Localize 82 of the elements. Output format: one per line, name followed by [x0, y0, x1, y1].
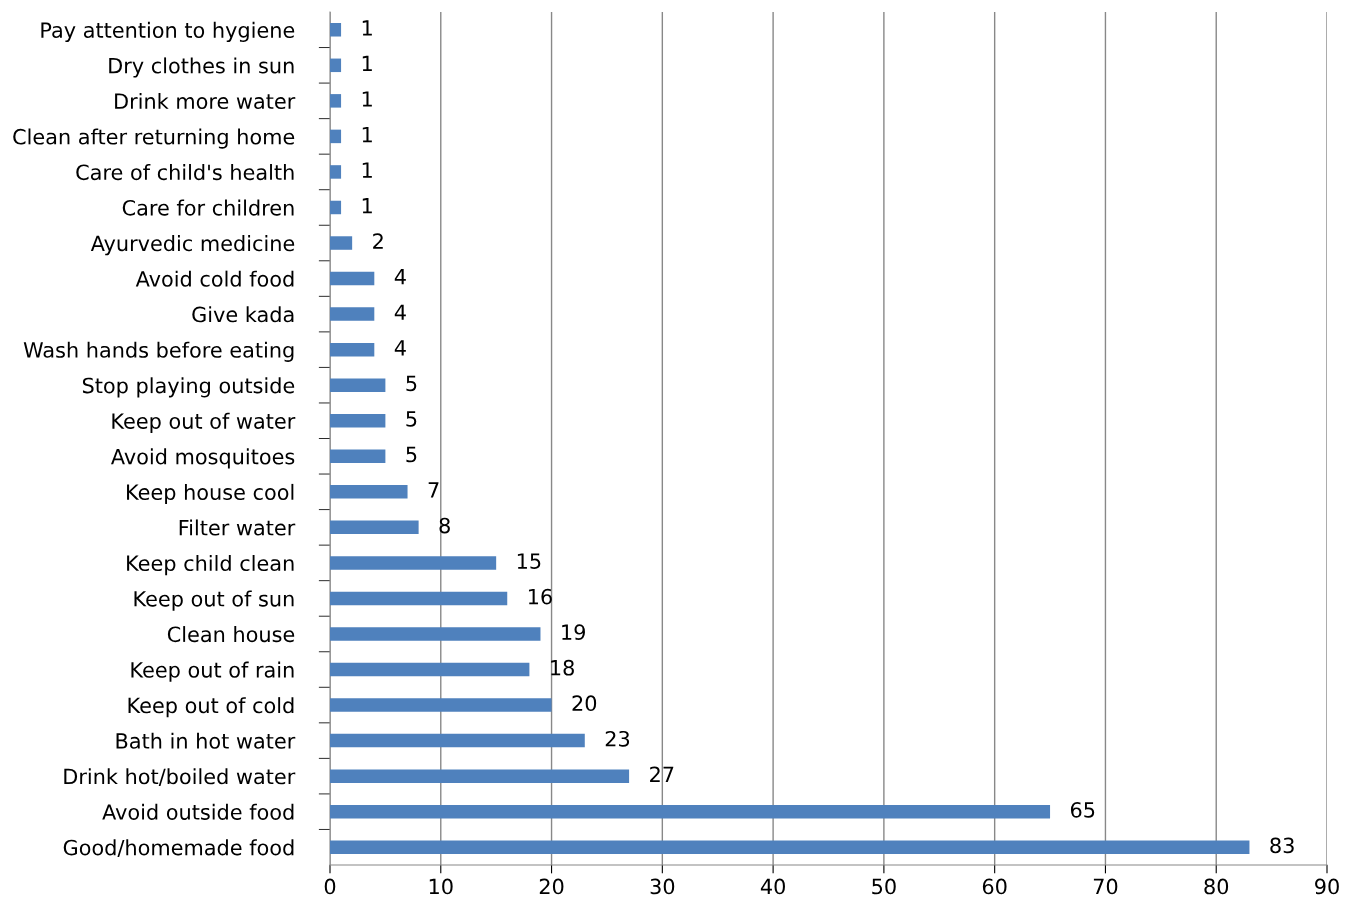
- data-label: 23: [605, 730, 630, 747]
- data-label: 18: [551, 659, 574, 676]
- data-label: 1: [362, 198, 372, 214]
- data-label: 20: [572, 695, 597, 712]
- bar: [330, 485, 408, 499]
- x-tick-label: 80: [1204, 878, 1229, 895]
- bar: [330, 129, 342, 144]
- x-tick-label: 10: [429, 878, 453, 895]
- y-tick-label: Care for children: [122, 199, 294, 216]
- bar: [330, 449, 386, 464]
- y-tick-label: Keep out of cold: [128, 697, 294, 718]
- y-tick-label: Filter water: [179, 519, 296, 536]
- y-tick-label: Avoid outside food: [102, 803, 294, 820]
- y-tick-label: Clean house: [167, 626, 295, 643]
- y-tick-label: Avoid cold food: [135, 270, 294, 287]
- x-tick-label: 0: [324, 878, 336, 895]
- bar: [330, 627, 541, 641]
- data-label: 65: [1070, 801, 1095, 818]
- bar: [330, 733, 585, 748]
- bar: [330, 698, 552, 712]
- bar: [330, 804, 1051, 819]
- bar: [330, 413, 386, 428]
- data-label: 1: [362, 55, 372, 72]
- y-tick-label: Good/homemade food: [63, 839, 294, 858]
- x-tick-label: 70: [1093, 878, 1118, 895]
- bar: [330, 556, 497, 570]
- y-tick-label: Pay attention to hygiene: [41, 21, 295, 43]
- data-label: 27: [650, 766, 674, 782]
- data-label: 8: [439, 517, 450, 534]
- y-tick-label: Drink more water: [115, 92, 296, 110]
- data-label: 1: [362, 126, 372, 143]
- bar: [330, 271, 375, 286]
- y-tick-label: Wash hands before eating: [23, 341, 294, 362]
- y-tick-label: Keep out of sun: [134, 590, 294, 611]
- data-label: 5: [406, 411, 417, 427]
- y-tick-label: Dry clothes in sun: [109, 57, 294, 78]
- bar: [330, 591, 508, 606]
- bar: [330, 165, 342, 179]
- data-label: 4: [394, 269, 406, 285]
- y-tick-label: Give kada: [192, 306, 294, 323]
- data-label: 16: [528, 588, 552, 605]
- bar: [330, 769, 630, 783]
- data-label: 1: [362, 20, 372, 36]
- data-label: 4: [394, 304, 406, 320]
- data-label: 5: [406, 446, 417, 463]
- bar: [330, 662, 530, 677]
- y-tick-label: Stop playing outside: [82, 377, 295, 398]
- y-tick-label: Clean after returning home: [13, 128, 295, 149]
- bar: [330, 200, 342, 215]
- bar: [330, 94, 342, 108]
- y-tick-label: Avoid mosquitoes: [111, 448, 295, 469]
- y-tick-label: Bath in hot water: [116, 732, 296, 749]
- y-tick-label: Drink hot/boiled water: [64, 768, 296, 786]
- y-tick-label: Ayurvedic medicine: [90, 235, 295, 256]
- bar: [330, 307, 375, 321]
- data-label: 15: [517, 553, 541, 569]
- data-label: 83: [1270, 837, 1294, 854]
- data-label: 1: [362, 162, 372, 178]
- x-tick-label: 30: [650, 878, 675, 895]
- y-tick-label: Care of child's health: [76, 164, 294, 181]
- data-label: 1: [362, 91, 372, 107]
- x-tick-label: 50: [872, 878, 896, 895]
- y-tick-label: Keep house cool: [127, 483, 294, 505]
- x-tick-label: 60: [982, 878, 1007, 895]
- data-label: 5: [406, 375, 417, 392]
- x-tick-label: 90: [1315, 878, 1339, 895]
- data-label: 2: [373, 233, 383, 249]
- bar: [330, 840, 1250, 854]
- bar: [330, 23, 342, 37]
- bar: [330, 236, 353, 250]
- data-label: 7: [428, 482, 439, 498]
- data-label: 19: [562, 624, 585, 641]
- y-tick-label: Keep out of water: [112, 412, 296, 433]
- bar: [330, 378, 386, 392]
- bar: [330, 520, 419, 535]
- bar: [330, 342, 375, 357]
- bar: [330, 58, 342, 73]
- y-tick-label: Keep out of rain: [131, 661, 294, 682]
- x-tick-label: 40: [760, 878, 785, 895]
- x-tick-label: 20: [539, 878, 564, 895]
- y-tick-label: Keep child clean: [127, 554, 294, 576]
- data-label: 4: [394, 340, 406, 356]
